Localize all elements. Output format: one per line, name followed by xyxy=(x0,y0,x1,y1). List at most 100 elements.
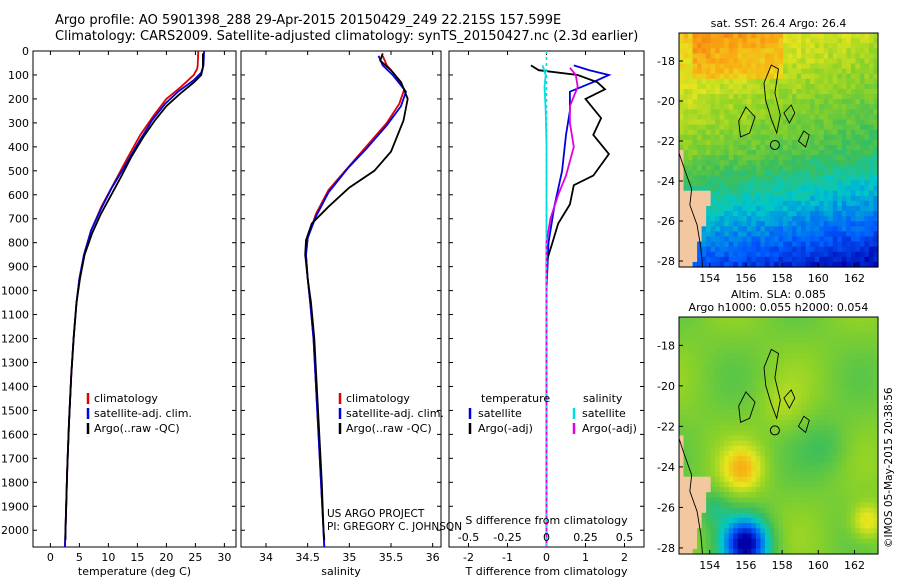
sla_map-cell xyxy=(683,548,689,555)
sla_map-cell xyxy=(828,337,834,344)
sla_map-cell xyxy=(828,368,834,375)
sla_map-cell xyxy=(868,456,875,462)
sst_map-cell xyxy=(837,38,843,44)
sst_map-cell xyxy=(746,246,752,253)
sst_map-cell xyxy=(805,144,811,151)
sla_map-cell xyxy=(841,517,847,524)
sla_map-cell xyxy=(728,363,734,370)
sst_map-cell xyxy=(819,170,825,177)
sst_map-cell xyxy=(823,124,829,131)
sst_map-cell xyxy=(746,236,752,243)
sst_map-cell xyxy=(805,139,811,146)
sst_map-cell xyxy=(819,109,825,115)
sla_map-cell xyxy=(724,461,730,468)
temperature-ytick-label: 1900 xyxy=(1,500,29,513)
sla_map-cell xyxy=(764,528,771,534)
temperature-xtick-label: 30 xyxy=(217,551,231,564)
sla_map-cell xyxy=(801,528,807,534)
sst_map-cell xyxy=(814,190,820,197)
sst_map-ytick-label: -28 xyxy=(657,255,675,268)
sst_map-cell xyxy=(868,78,875,85)
sla_map-cell xyxy=(868,548,875,555)
sla_map-cell xyxy=(742,502,748,509)
sla_map-cell xyxy=(801,363,807,370)
sla_map-cell xyxy=(859,456,866,462)
sst_map-cell xyxy=(837,241,843,248)
sst_map-cell xyxy=(864,150,870,156)
sla_map-cell xyxy=(769,548,775,555)
sst_map-cell xyxy=(697,150,703,156)
sst_map-cell xyxy=(873,256,879,263)
sst_map-cell xyxy=(819,58,825,65)
sst_map-cell xyxy=(792,256,798,263)
sla_map-cell xyxy=(805,389,811,395)
sst_map-cell xyxy=(801,165,807,171)
sla_map-cell xyxy=(760,353,766,359)
sst_map-cell xyxy=(864,58,870,65)
sst_map-cell xyxy=(787,246,793,253)
sst_map-cell xyxy=(778,48,784,54)
sla_map-cell xyxy=(814,476,820,483)
sst_map-cell xyxy=(796,48,802,54)
sla_map-cell xyxy=(810,389,816,395)
sla_map-cell xyxy=(823,368,829,375)
sst_map-cell xyxy=(846,261,852,268)
sst_map-cell xyxy=(760,236,766,243)
sst_map-cell xyxy=(755,155,762,161)
sla_map-cell xyxy=(751,466,757,473)
sst_map-cell xyxy=(855,94,861,100)
sst_map-cell xyxy=(787,256,793,263)
sla_map-cell xyxy=(715,517,721,524)
sla_map-cell xyxy=(706,389,712,395)
sst_map-cell xyxy=(859,221,866,227)
sla_map-cell xyxy=(796,492,802,498)
sst_map-cell xyxy=(692,175,698,182)
sst_map-cell xyxy=(688,139,694,146)
sst_map-cell xyxy=(783,165,789,171)
sla_map-cell xyxy=(828,548,834,555)
sla_map-cell xyxy=(737,378,743,385)
sla_map-cell xyxy=(692,404,698,411)
sla_map-cell xyxy=(805,461,811,468)
difference-s-tick-label: 0 xyxy=(543,531,550,544)
sst_map-cell xyxy=(819,150,825,156)
sst_map-cell xyxy=(846,216,852,222)
sst_map-cell xyxy=(755,195,762,202)
sst_map-cell xyxy=(805,216,811,222)
sst_map-cell xyxy=(859,246,866,253)
sla_map-cell xyxy=(755,322,762,328)
sla_map-cell xyxy=(701,363,707,370)
sst_map-cell xyxy=(805,256,811,263)
salinity-frame xyxy=(240,50,442,548)
sst_map-cell xyxy=(706,68,712,75)
sst_map-cell xyxy=(792,134,798,141)
sst_map-cell xyxy=(755,58,762,65)
sla_map-cell xyxy=(859,425,866,431)
sla_map-cell xyxy=(692,440,698,447)
title-line-1: Argo profile: AO 5901398_288 29-Apr-2015… xyxy=(55,13,562,28)
sst_map-cell xyxy=(697,83,703,90)
sla_map-cell xyxy=(828,487,834,493)
sla_map-cell xyxy=(724,383,730,390)
sla_map-cell xyxy=(787,466,793,473)
sla_map-cell xyxy=(742,363,748,370)
sla_map-cell xyxy=(814,332,820,339)
sla_map-cell xyxy=(760,378,766,385)
sst_map-cell xyxy=(837,119,843,126)
sst_map-cell xyxy=(751,33,757,39)
sst_map-cell xyxy=(801,261,807,268)
sla_map-cell xyxy=(688,414,694,421)
sla_map-cell xyxy=(837,528,843,534)
sst_map-cell xyxy=(733,33,739,39)
sst_map-cell xyxy=(810,124,816,131)
sst_map-cell xyxy=(742,241,748,248)
temperature-ytick-label: 300 xyxy=(8,117,29,130)
sst_map-cell xyxy=(710,68,716,75)
sst_map-cell xyxy=(688,48,694,54)
sst_map-cell xyxy=(846,48,852,54)
temperature-xtick-label: 25 xyxy=(188,551,202,564)
sla_map-cell xyxy=(801,507,807,514)
sst_map-cell xyxy=(715,58,721,65)
sst_map-cell xyxy=(778,190,784,197)
sla_map-cell xyxy=(679,327,685,334)
